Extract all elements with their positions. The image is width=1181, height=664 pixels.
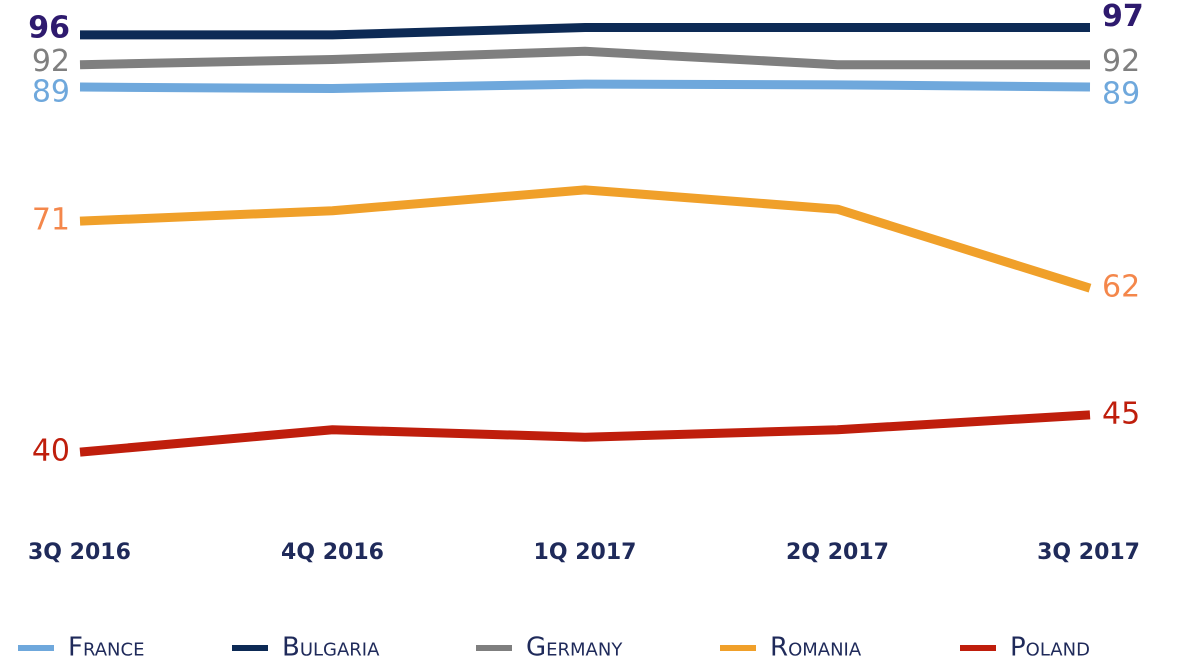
value-label: 45 bbox=[1102, 396, 1140, 431]
series-line bbox=[80, 22, 1090, 40]
value-label: 97 bbox=[1102, 0, 1144, 34]
series-line bbox=[79, 79, 1091, 94]
value-label: 92 bbox=[32, 44, 70, 79]
series-line bbox=[79, 46, 1090, 70]
series-line bbox=[79, 410, 1091, 457]
value-label: 89 bbox=[32, 75, 70, 110]
value-label: 89 bbox=[1102, 77, 1140, 112]
x-tick-label: 4Q 2016 bbox=[281, 540, 384, 565]
legend-label: Bulgaria bbox=[282, 633, 380, 663]
value-label: 92 bbox=[1102, 44, 1140, 79]
value-label: 40 bbox=[32, 434, 70, 469]
x-tick-label: 3Q 2017 bbox=[1037, 540, 1140, 565]
legend-label: France bbox=[68, 633, 144, 663]
x-tick-label: 3Q 2016 bbox=[28, 540, 131, 565]
value-label: 62 bbox=[1102, 270, 1140, 305]
legend-label: Poland bbox=[1010, 633, 1090, 663]
x-tick-label: 1Q 2017 bbox=[534, 540, 637, 565]
legend-label: Romania bbox=[770, 633, 862, 663]
value-label: 71 bbox=[32, 203, 70, 238]
legend-label: Germany bbox=[526, 633, 623, 663]
value-label: 96 bbox=[28, 10, 70, 45]
x-tick-label: 2Q 2017 bbox=[786, 540, 889, 565]
series-line bbox=[79, 185, 1092, 293]
